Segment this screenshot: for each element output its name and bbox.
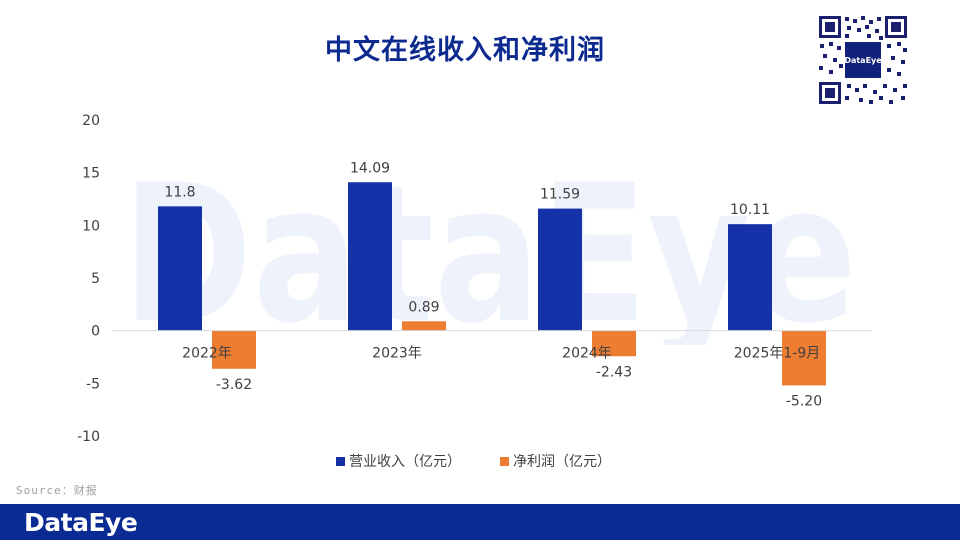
data-label: 14.09: [350, 160, 390, 176]
y-tick-label: 15: [82, 166, 100, 182]
profit-bar: [212, 330, 256, 369]
legend-swatch-revenue: [336, 457, 345, 466]
y-tick-label: 20: [82, 113, 100, 129]
y-tick-label: 0: [91, 324, 100, 340]
footer-logo: DataEye: [24, 508, 138, 537]
revenue-bar: [538, 208, 582, 331]
revenue-bar: [728, 224, 772, 331]
data-label: 10.11: [730, 202, 770, 218]
footer-bar: DataEye: [0, 504, 960, 540]
data-label: -2.43: [596, 364, 632, 380]
revenue-bar: [158, 206, 202, 331]
x-tick-label: 2025年1-9月: [734, 346, 821, 362]
y-tick-label: 5: [91, 271, 100, 287]
legend-label-profit: 净利润（亿元）: [513, 454, 611, 470]
legend-swatch-profit: [500, 457, 509, 466]
profit-bar: [592, 330, 636, 357]
qr-code-icon: DataEye: [817, 14, 909, 106]
y-tick-label: -5: [86, 376, 100, 392]
x-tick-label: 2024年: [562, 346, 612, 362]
y-tick-label: -10: [77, 429, 100, 445]
data-label: -3.62: [216, 377, 252, 393]
profit-bar: [402, 321, 446, 331]
x-tick-label: 2023年: [372, 346, 422, 362]
source-note: Source：财报: [16, 484, 98, 497]
chart-title: 中文在线收入和净利润: [325, 35, 605, 66]
qr-center-label: DataEye: [844, 56, 882, 65]
data-label: 11.8: [164, 184, 195, 200]
data-label: 0.89: [408, 299, 439, 315]
revenue-bar: [348, 182, 392, 331]
y-tick-label: 10: [82, 218, 100, 234]
profit-bar: [782, 330, 826, 386]
legend-label-revenue: 营业收入（亿元）: [349, 454, 461, 470]
data-label: 11.59: [540, 187, 580, 203]
data-label: -5.20: [786, 393, 822, 409]
x-tick-label: 2022年: [182, 346, 232, 362]
